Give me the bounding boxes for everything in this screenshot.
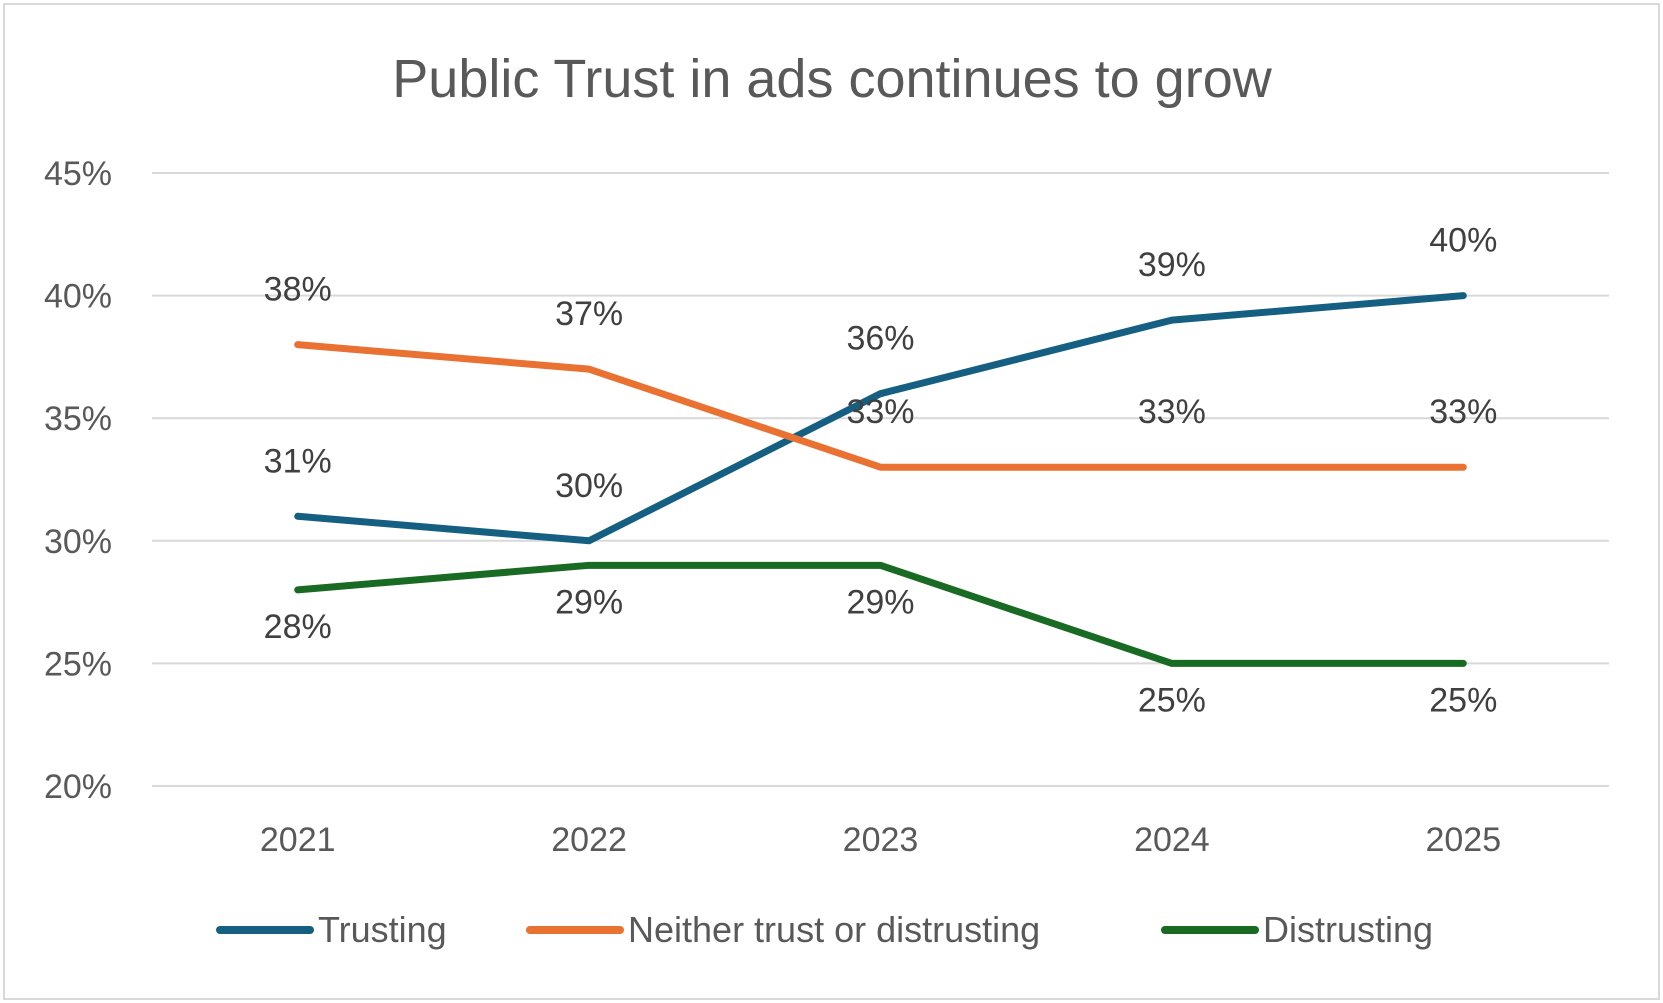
x-tick-label: 2022: [551, 821, 627, 859]
data-label: 25%: [1429, 681, 1497, 719]
series-line-2: [294, 561, 1467, 667]
data-label: 31%: [264, 442, 332, 480]
series-line-1: [294, 341, 1467, 471]
data-label: 37%: [555, 295, 623, 333]
chart-title: Public Trust in ads continues to grow: [392, 49, 1272, 109]
x-tick-label: 2021: [260, 821, 336, 859]
legend-label-0: Trusting: [318, 909, 447, 950]
data-label: 30%: [555, 467, 623, 505]
x-tick-label: 2024: [1134, 821, 1210, 859]
data-label: 33%: [1138, 393, 1206, 431]
data-label: 38%: [264, 271, 332, 309]
x-tick-label: 2023: [843, 821, 919, 859]
data-label: 33%: [846, 393, 914, 431]
data-label: 39%: [1138, 246, 1206, 284]
y-tick-label: 25%: [44, 645, 112, 683]
series-line-0: [294, 292, 1467, 545]
data-label: 33%: [1429, 393, 1497, 431]
data-label: 29%: [555, 583, 623, 621]
data-label: 29%: [846, 583, 914, 621]
y-tick-label: 35%: [44, 400, 112, 438]
y-tick-label: 20%: [44, 768, 112, 806]
y-tick-label: 40%: [44, 278, 112, 316]
legend-label-1: Neither trust or distrusting: [628, 909, 1040, 950]
y-tick-label: 30%: [44, 523, 112, 561]
data-label: 40%: [1429, 222, 1497, 260]
y-tick-label: 45%: [44, 155, 112, 193]
data-label: 36%: [846, 320, 914, 358]
x-tick-label: 2025: [1425, 821, 1501, 859]
chart-border: [3, 3, 1660, 1000]
legend-label-2: Distrusting: [1263, 909, 1433, 950]
data-label: 25%: [1138, 681, 1206, 719]
data-label: 28%: [264, 608, 332, 646]
